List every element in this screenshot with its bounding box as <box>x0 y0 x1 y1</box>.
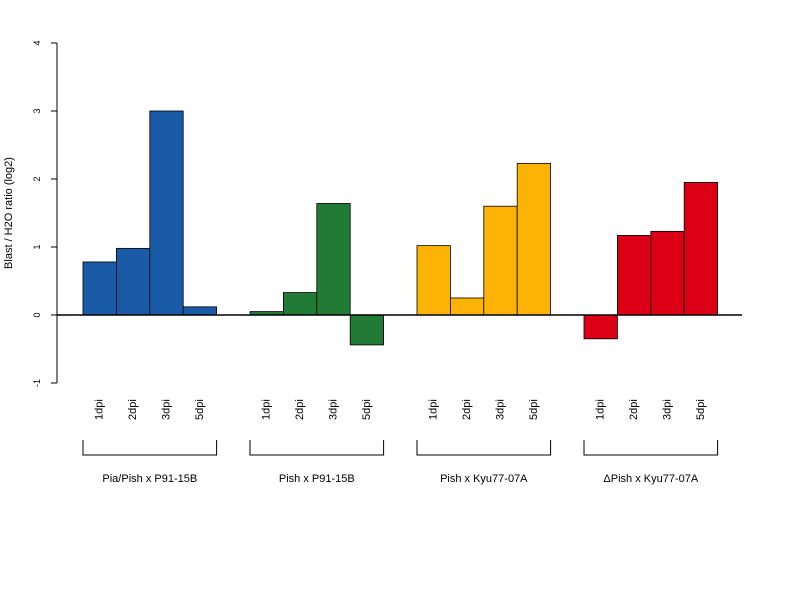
x-tick-label: 3dpi <box>662 399 674 420</box>
x-tick-label: 1dpi <box>94 399 106 420</box>
x-tick-label: 5dpi <box>695 399 707 420</box>
group-bracket <box>583 440 719 456</box>
bar <box>416 245 451 316</box>
group-label: Pish x P91-15B <box>279 473 355 485</box>
x-tick-label: 5dpi <box>528 399 540 420</box>
y-tick-label: 4 <box>32 40 42 45</box>
bar <box>483 205 518 316</box>
x-tick-label: 3dpi <box>328 399 340 420</box>
group-brackets: Pia/Pish x P91-15B Pish x P91-15B Pish x K… <box>82 440 719 485</box>
x-tick-label: 3dpi <box>495 399 507 420</box>
y-tick-label: 0 <box>32 312 42 317</box>
x-tick-label: 1dpi <box>428 399 440 420</box>
group-label: ΔPish x Kyu77-07A <box>603 473 698 485</box>
x-tick-label: 1dpi <box>261 399 273 420</box>
bar <box>583 314 618 340</box>
bar <box>617 235 652 316</box>
x-tick-label: 2dpi <box>461 399 473 420</box>
x-tick-label: 2dpi <box>628 399 640 420</box>
group-bracket <box>82 440 218 456</box>
bar <box>116 247 151 316</box>
bar <box>683 181 719 316</box>
bar <box>316 203 351 316</box>
bar <box>650 230 685 316</box>
group-label: Pish x Kyu77-07A <box>440 473 528 485</box>
x-tick-label: 5dpi <box>361 399 373 420</box>
x-tick-label: 2dpi <box>294 399 306 420</box>
group-bracket <box>249 440 385 456</box>
bar <box>449 297 485 316</box>
x-tick-label: 2dpi <box>127 399 139 420</box>
y-tick-label: 1 <box>32 244 42 249</box>
bars <box>82 110 719 346</box>
y-axis-label: Blast / H2O ratio (log2) <box>3 157 15 269</box>
group-label: Pia/Pish x P91-15B <box>102 473 197 485</box>
bar <box>282 292 318 316</box>
y-tick-label: 2 <box>32 176 42 181</box>
x-tick-label: 3dpi <box>161 399 173 420</box>
bar <box>182 306 217 316</box>
bar <box>82 261 117 316</box>
x-tick-label: 1dpi <box>595 399 607 420</box>
x-tick-label: 5dpi <box>194 399 206 420</box>
bar <box>349 314 385 346</box>
bar <box>149 110 184 316</box>
group-bracket <box>416 440 552 456</box>
bar <box>516 162 552 316</box>
y-axis: -1 0 1 2 3 4 <box>32 40 58 387</box>
y-tick-label: 3 <box>32 108 42 113</box>
y-tick-label: -1 <box>32 379 42 387</box>
x-tick-labels: 1dpi 2dpi 3dpi 5dpi 1dpi 2dpi 3dpi 5dpi 1dpi 2dpi… <box>94 399 707 420</box>
